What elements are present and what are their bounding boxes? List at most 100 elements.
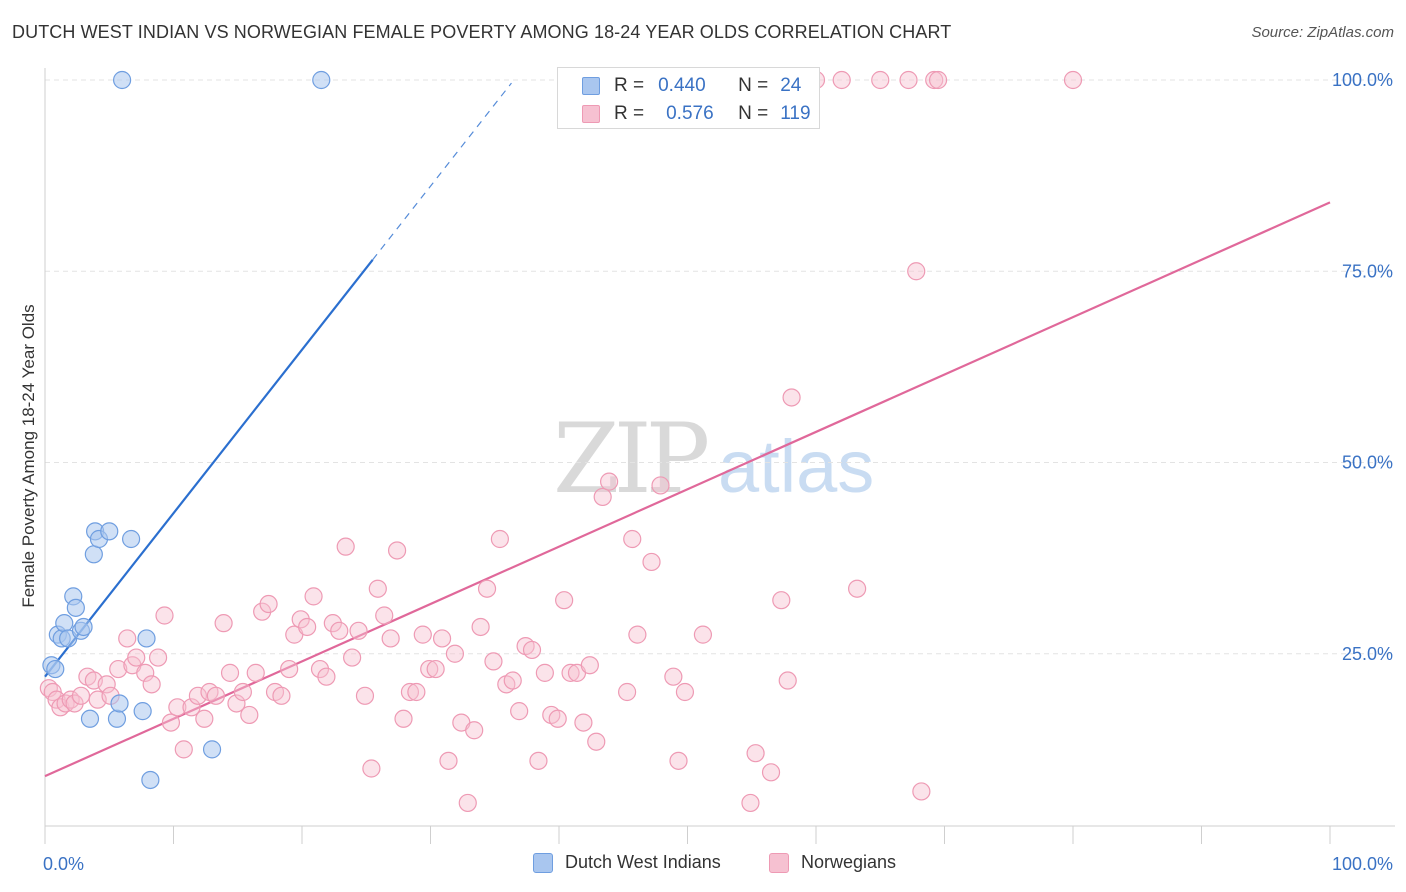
dutch-point [141, 770, 160, 790]
norwegian-point [928, 70, 948, 90]
norwegian-point [623, 529, 642, 549]
norwegian-point [432, 629, 452, 648]
norwegian-point [458, 793, 477, 813]
norwegian-point [651, 476, 670, 495]
norwegian-point [394, 709, 413, 728]
norwegian-point [375, 606, 394, 625]
norwegian-point [522, 640, 542, 660]
tick-labels: 25.0% 50.0% 75.0% 100.0% 0.0% 100.0% [43, 70, 1393, 874]
norwegian-point [188, 686, 208, 705]
norwegian-point [907, 262, 926, 281]
norwegian-legend-label: Norwegians [801, 852, 897, 872]
norwegian-point [761, 763, 781, 782]
norwegian-point [330, 621, 349, 640]
norwegian-point [580, 656, 599, 675]
norwegian-point [387, 541, 407, 560]
norwegian-point [206, 686, 226, 705]
stats-legend: R = 0.440 N = 24 R = 0.576 N = 119 [557, 67, 820, 129]
norwegian-point [97, 675, 116, 694]
dutch-point [46, 659, 65, 679]
norwegian-point [127, 648, 146, 667]
x-tick-label-min: 0.0% [43, 854, 84, 874]
norwegian-point [136, 663, 155, 682]
norwegian-legend-swatch [769, 852, 789, 873]
y-tick-label: 75.0% [1342, 261, 1393, 281]
norwegian-point [465, 721, 484, 740]
y-tick-label: 50.0% [1342, 453, 1393, 473]
dutch-swatch [582, 77, 600, 95]
norwegian-point [407, 682, 426, 702]
norwegian-point [368, 579, 387, 598]
legend-row-norwegian: R = 0.576 N = 119 [582, 103, 811, 125]
norwegian-point [445, 644, 465, 663]
norwegian-point [317, 667, 336, 686]
norwegian-point [220, 663, 240, 682]
norwegian-point [71, 686, 91, 705]
norwegian-point [420, 659, 439, 679]
norwegian-point [259, 594, 278, 614]
norwegian-point [182, 698, 201, 717]
dutch-point [74, 617, 93, 637]
norwegian-point [574, 713, 593, 732]
norwegian-point [832, 70, 851, 90]
norwegian-point [400, 682, 420, 702]
norwegian-point [413, 625, 432, 644]
norwegian-point [304, 587, 323, 606]
legend-r-value-dutch: 0.440 [658, 75, 706, 96]
norwegian-point [529, 751, 548, 770]
legend-n-value-norwegian: 119 [780, 103, 811, 124]
norwegian-points [39, 70, 1083, 813]
dutch-point [312, 70, 331, 90]
dutch-trend-extension [372, 82, 512, 261]
norwegian-point [772, 591, 791, 610]
norwegian-point [675, 682, 695, 702]
dutch-point [100, 522, 119, 541]
norwegian-point [548, 709, 567, 728]
norwegian-point [484, 652, 503, 671]
norwegian-point [298, 617, 317, 637]
watermark-zip: ZIP [553, 403, 708, 515]
dutch-point [202, 740, 222, 759]
norwegian-point [741, 793, 760, 813]
norwegian-point [848, 579, 867, 598]
legend-r-label: R = [614, 75, 645, 96]
dutch-point [84, 545, 103, 564]
dutch-trend-line [44, 259, 374, 678]
norwegian-point [555, 591, 574, 610]
norwegian-point [362, 759, 381, 778]
norwegian-point [195, 709, 214, 728]
norwegian-point [912, 782, 931, 801]
norwegian-point [746, 744, 765, 763]
norwegian-point [161, 713, 181, 732]
norwegian-point [925, 70, 944, 90]
norwegian-point [510, 702, 529, 721]
legend-n-label: N = [738, 75, 769, 96]
norwegian-point [168, 698, 187, 717]
legend-row-dutch: R = 0.440 N = 24 [582, 75, 801, 97]
norwegian-point [336, 537, 355, 556]
norwegian-point [355, 686, 375, 705]
norwegian-point [535, 663, 554, 682]
norwegian-point [240, 705, 259, 725]
norwegian-swatch [582, 105, 600, 123]
norwegian-point [642, 552, 661, 572]
legend-n-value-dutch: 24 [780, 75, 802, 96]
source-label: Source: ZipAtlas.com [1251, 24, 1394, 41]
norwegian-point [246, 663, 265, 682]
norwegian-point [593, 487, 612, 507]
norwegian-point [439, 751, 458, 770]
norwegian-point [871, 70, 890, 90]
dutch-point [66, 598, 85, 617]
dutch-point [80, 709, 100, 728]
norwegian-point [118, 629, 137, 648]
norwegian-point [174, 740, 193, 759]
dutch-legend-swatch [533, 852, 553, 873]
norwegian-point [600, 472, 619, 491]
norwegian-point [280, 659, 299, 679]
norwegian-point [782, 388, 801, 407]
legend-n-label: N = [738, 103, 769, 124]
bottom-legend-norwegian: Norwegians [769, 852, 896, 873]
norwegian-point [109, 659, 128, 679]
bottom-legend-dutch: Dutch West Indians [533, 852, 721, 873]
norwegian-point [503, 671, 522, 690]
